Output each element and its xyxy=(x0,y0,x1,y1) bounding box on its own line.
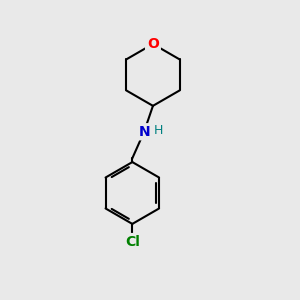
Text: N: N xyxy=(138,125,150,139)
Text: O: O xyxy=(147,37,159,51)
Text: Cl: Cl xyxy=(125,235,140,249)
Text: H: H xyxy=(154,124,163,137)
